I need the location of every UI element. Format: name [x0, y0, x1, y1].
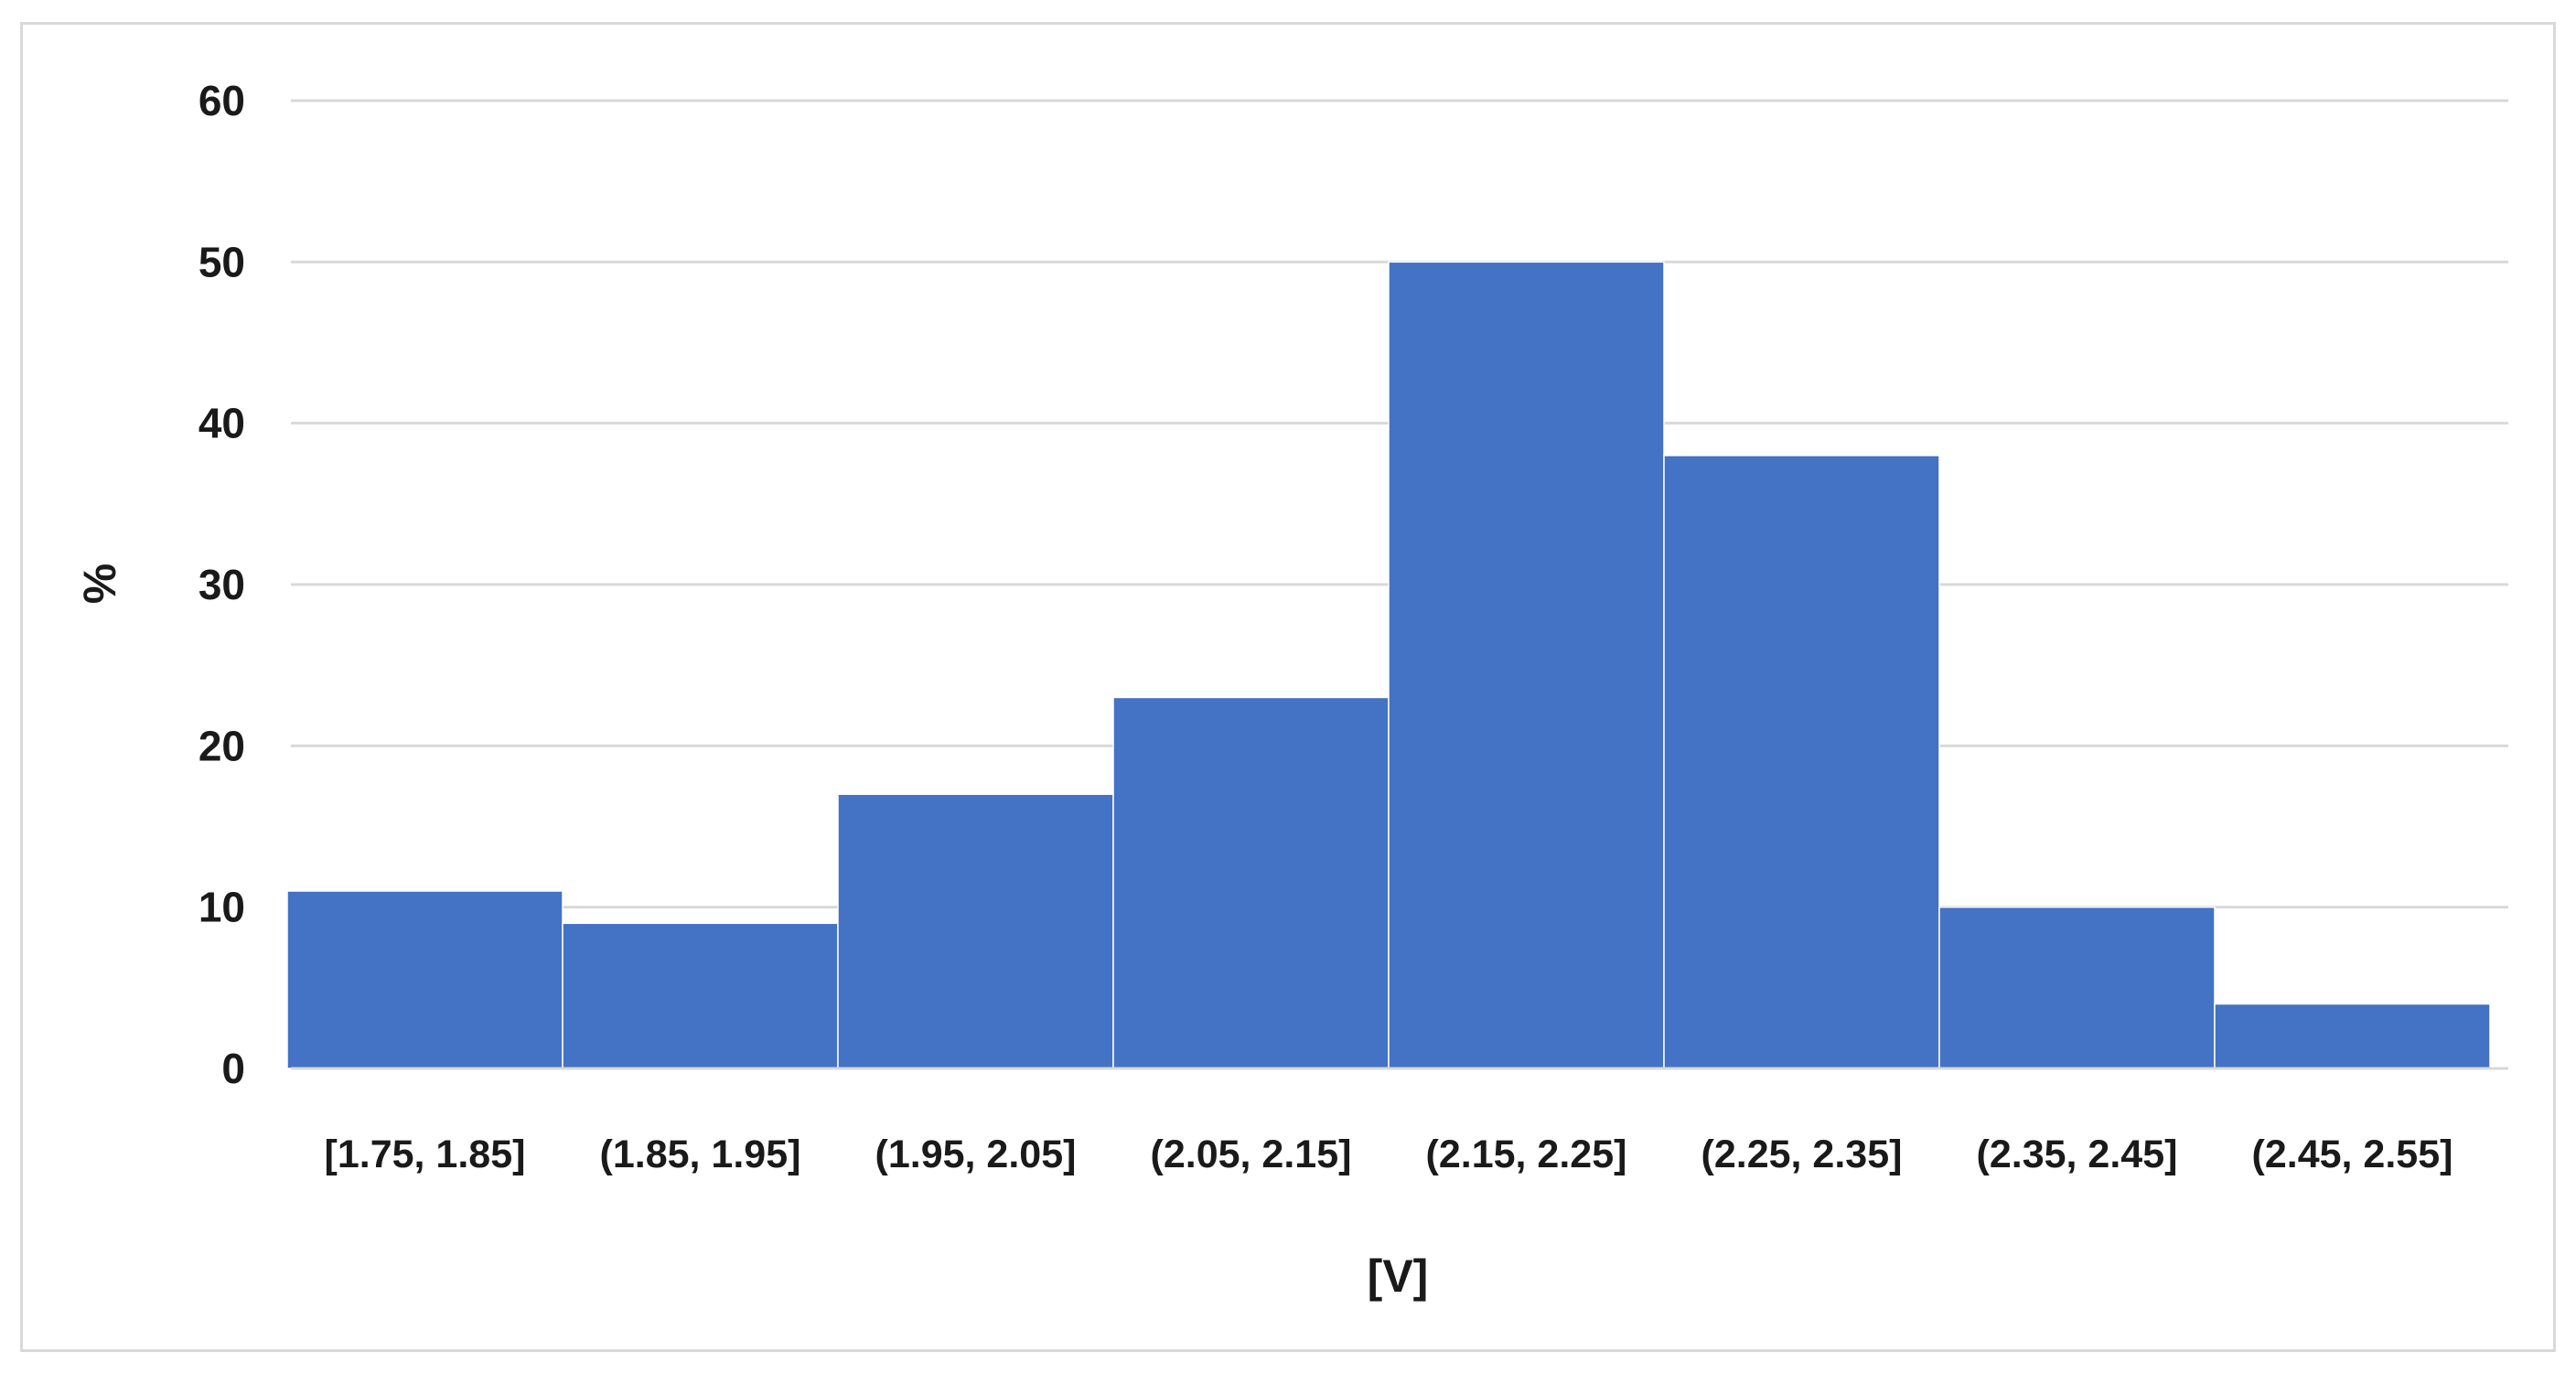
- x-category-label: (2.25, 2.35]: [1701, 1132, 1903, 1176]
- x-category-label: [1.75, 1.85]: [325, 1132, 526, 1176]
- x-category-label: (1.85, 1.95]: [600, 1132, 801, 1176]
- y-axis-title: %: [74, 564, 125, 604]
- histogram-bar: [1112, 696, 1390, 1069]
- histogram-bar: [837, 793, 1114, 1069]
- x-category-label: (2.15, 2.25]: [1426, 1132, 1627, 1176]
- y-tick-label: 60: [199, 77, 245, 124]
- y-tick-label: 10: [199, 884, 245, 931]
- y-tick-label: 30: [199, 561, 245, 608]
- histogram-bar: [562, 922, 839, 1069]
- x-category-label: (2.45, 2.55]: [2252, 1132, 2453, 1176]
- x-category-label: (1.95, 2.05]: [875, 1132, 1077, 1176]
- x-category-label: (2.35, 2.45]: [1977, 1132, 2178, 1176]
- y-tick-label: 50: [199, 238, 245, 285]
- histogram-bar: [286, 890, 564, 1069]
- y-axis-ticks: 0 10 20 30 40 50 60: [199, 77, 245, 1092]
- x-axis-category-labels: [1.75, 1.85] (1.85, 1.95] (1.95, 2.05] (2.0…: [325, 1132, 2453, 1176]
- bars: [286, 261, 2491, 1069]
- histogram-bar: [1388, 261, 1665, 1069]
- histogram-bar: [2214, 1003, 2491, 1069]
- histogram-bar: [1938, 906, 2216, 1069]
- x-category-label: (2.05, 2.15]: [1151, 1132, 1352, 1176]
- y-tick-label: 0: [221, 1045, 245, 1092]
- y-tick-label: 40: [199, 400, 245, 447]
- histogram-bar: [1663, 455, 1940, 1069]
- y-tick-label: 20: [199, 722, 245, 769]
- chart-frame: [20, 22, 2556, 1352]
- x-axis-title: [V]: [1368, 1251, 1429, 1302]
